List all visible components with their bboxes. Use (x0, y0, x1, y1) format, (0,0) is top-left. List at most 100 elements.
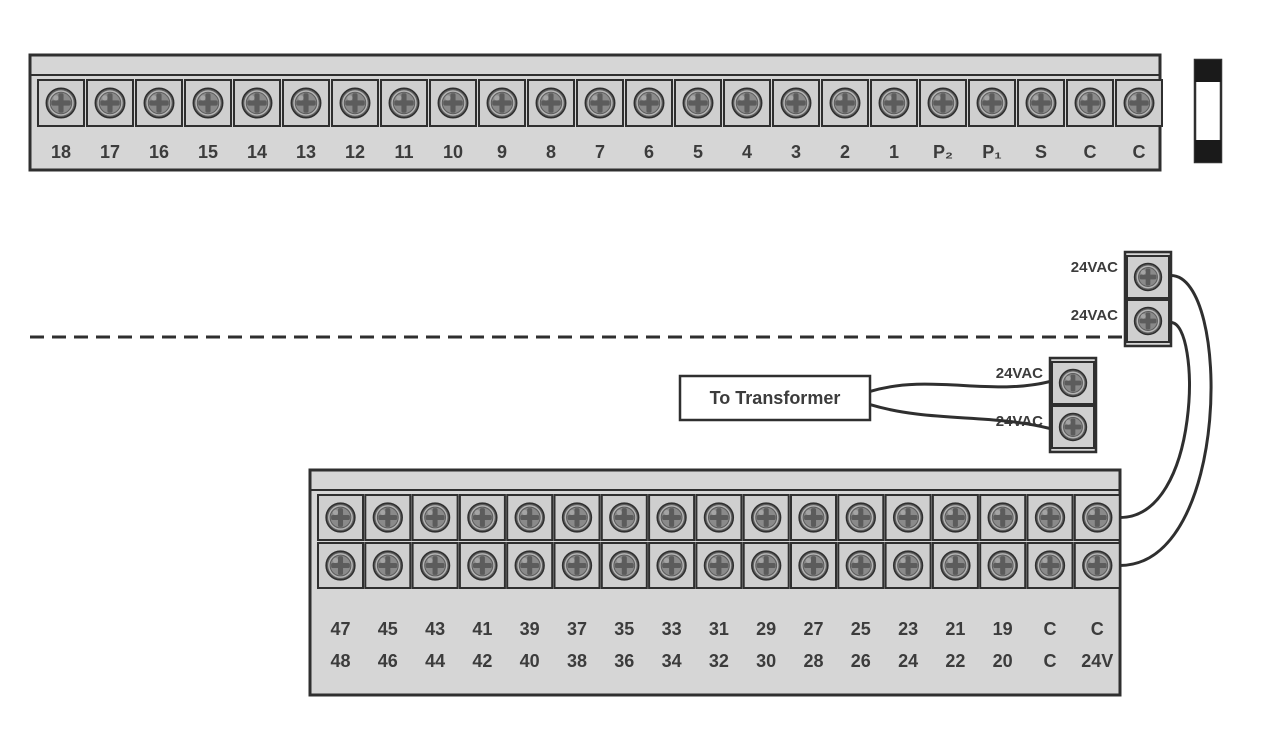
upper-terminal-10-screw (438, 88, 467, 117)
wire-transformer-1 (870, 382, 1050, 392)
lower-label1-1: 45 (378, 619, 398, 639)
lower-label2-1: 46 (378, 651, 398, 671)
wire-24v-inner (1120, 323, 1190, 518)
lower-terminal-top-0-screw (326, 503, 355, 532)
lower-24vac-label-1: 24VAC (996, 365, 1043, 382)
lower-label1-7: 33 (662, 619, 682, 639)
upper-label-14: 4 (742, 142, 752, 162)
lower-label1-16: C (1091, 619, 1104, 639)
lower-label2-0: 48 (330, 651, 350, 671)
upper-label-18: P₂ (933, 142, 953, 162)
upper-24vac-label-2: 24VAC (1071, 307, 1118, 324)
upper-label-6: 12 (345, 142, 365, 162)
lower-terminal-bot-6-screw (610, 551, 639, 580)
upper-24vac-2-screw (1135, 308, 1162, 335)
lower-terminal-bot-10-screw (799, 551, 828, 580)
upper-label-13: 5 (693, 142, 703, 162)
upper-label-0: 18 (51, 142, 71, 162)
upper-label-17: 1 (889, 142, 899, 162)
upper-terminal-1-screw (879, 88, 908, 117)
lower-label2-9: 30 (756, 651, 776, 671)
lower-terminal-top-11-screw (846, 503, 875, 532)
lower-terminal-bot-3-screw (468, 551, 497, 580)
upper-label-1: 17 (100, 142, 120, 162)
lower-terminal-top-5-screw (563, 503, 592, 532)
upper-label-15: 3 (791, 142, 801, 162)
lower-terminal-top-2-screw (421, 503, 450, 532)
upper-terminal-15-screw (193, 88, 222, 117)
upper-terminal-8-screw (536, 88, 565, 117)
lower-label2-4: 40 (520, 651, 540, 671)
lower-terminal-top-7-screw (657, 503, 686, 532)
lower-label2-2: 44 (425, 651, 445, 671)
upper-terminal-13-screw (291, 88, 320, 117)
lower-label2-10: 28 (803, 651, 823, 671)
upper-terminal-18-screw (46, 88, 75, 117)
lower-terminal-top-8-screw (705, 503, 734, 532)
lower-label2-7: 34 (662, 651, 682, 671)
upper-terminal-12-screw (340, 88, 369, 117)
lower-label2-8: 32 (709, 651, 729, 671)
lower-label2-12: 24 (898, 651, 918, 671)
lower-label2-15: C (1044, 651, 1057, 671)
upper-label-20: S (1035, 142, 1047, 162)
upper-label-19: P₁ (982, 142, 1001, 162)
lower-label1-12: 23 (898, 619, 918, 639)
lower-terminal-top-14-screw (988, 503, 1017, 532)
lower-24vac-1-screw (1060, 370, 1087, 397)
upper-label-12: 6 (644, 142, 654, 162)
lower-terminal-top-3-screw (468, 503, 497, 532)
lower-terminal-top-9-screw (752, 503, 781, 532)
lower-label1-9: 29 (756, 619, 776, 639)
lower-label1-15: C (1044, 619, 1057, 639)
upper-label-8: 10 (443, 142, 463, 162)
lower-terminal-top-6-screw (610, 503, 639, 532)
upper-terminal-3-screw (781, 88, 810, 117)
upper-terminal-P₂-screw (928, 88, 957, 117)
fuse-cap-top (1195, 60, 1221, 82)
lower-label1-4: 39 (520, 619, 540, 639)
lower-terminal-bot-2-screw (421, 551, 450, 580)
lower-label1-3: 41 (472, 619, 492, 639)
lower-terminal-bot-4-screw (515, 551, 544, 580)
upper-label-10: 8 (546, 142, 556, 162)
upper-terminal-11-screw (389, 88, 418, 117)
lower-terminal-top-15-screw (1036, 503, 1065, 532)
upper-terminal-S-screw (1026, 88, 1055, 117)
upper-label-4: 14 (247, 142, 267, 162)
upper-label-2: 16 (149, 142, 169, 162)
upper-terminal-C-screw (1124, 88, 1153, 117)
lower-label2-13: 22 (945, 651, 965, 671)
lower-terminal-bot-12-screw (894, 551, 923, 580)
lower-terminal-bot-5-screw (563, 551, 592, 580)
upper-24vac-1-screw (1135, 264, 1162, 291)
lower-terminal-top-13-screw (941, 503, 970, 532)
lower-label2-16: 24V (1081, 651, 1113, 671)
upper-terminal-17-screw (95, 88, 124, 117)
upper-terminal-C-screw (1075, 88, 1104, 117)
lower-terminal-bot-16-screw (1083, 551, 1112, 580)
lower-terminal-top-1-screw (373, 503, 402, 532)
lower-label1-13: 21 (945, 619, 965, 639)
upper-terminal-4-screw (732, 88, 761, 117)
lower-terminal-top-12-screw (894, 503, 923, 532)
upper-label-7: 11 (394, 142, 413, 162)
upper-terminal-16-screw (144, 88, 173, 117)
lower-label1-5: 37 (567, 619, 587, 639)
upper-label-22: C (1133, 142, 1146, 162)
upper-label-21: C (1084, 142, 1097, 162)
lower-terminal-bot-0-screw (326, 551, 355, 580)
lower-terminal-top-4-screw (515, 503, 544, 532)
lower-terminal-bot-14-screw (988, 551, 1017, 580)
lower-label2-5: 38 (567, 651, 587, 671)
upper-terminal-7-screw (585, 88, 614, 117)
lower-terminal-bot-13-screw (941, 551, 970, 580)
lower-label2-14: 20 (993, 651, 1013, 671)
lower-label1-0: 47 (330, 619, 350, 639)
lower-label1-11: 25 (851, 619, 871, 639)
lower-terminal-bot-9-screw (752, 551, 781, 580)
upper-24vac-label-1: 24VAC (1071, 259, 1118, 276)
upper-label-11: 7 (595, 142, 605, 162)
lower-terminal-bot-8-screw (705, 551, 734, 580)
upper-label-9: 9 (497, 142, 507, 162)
